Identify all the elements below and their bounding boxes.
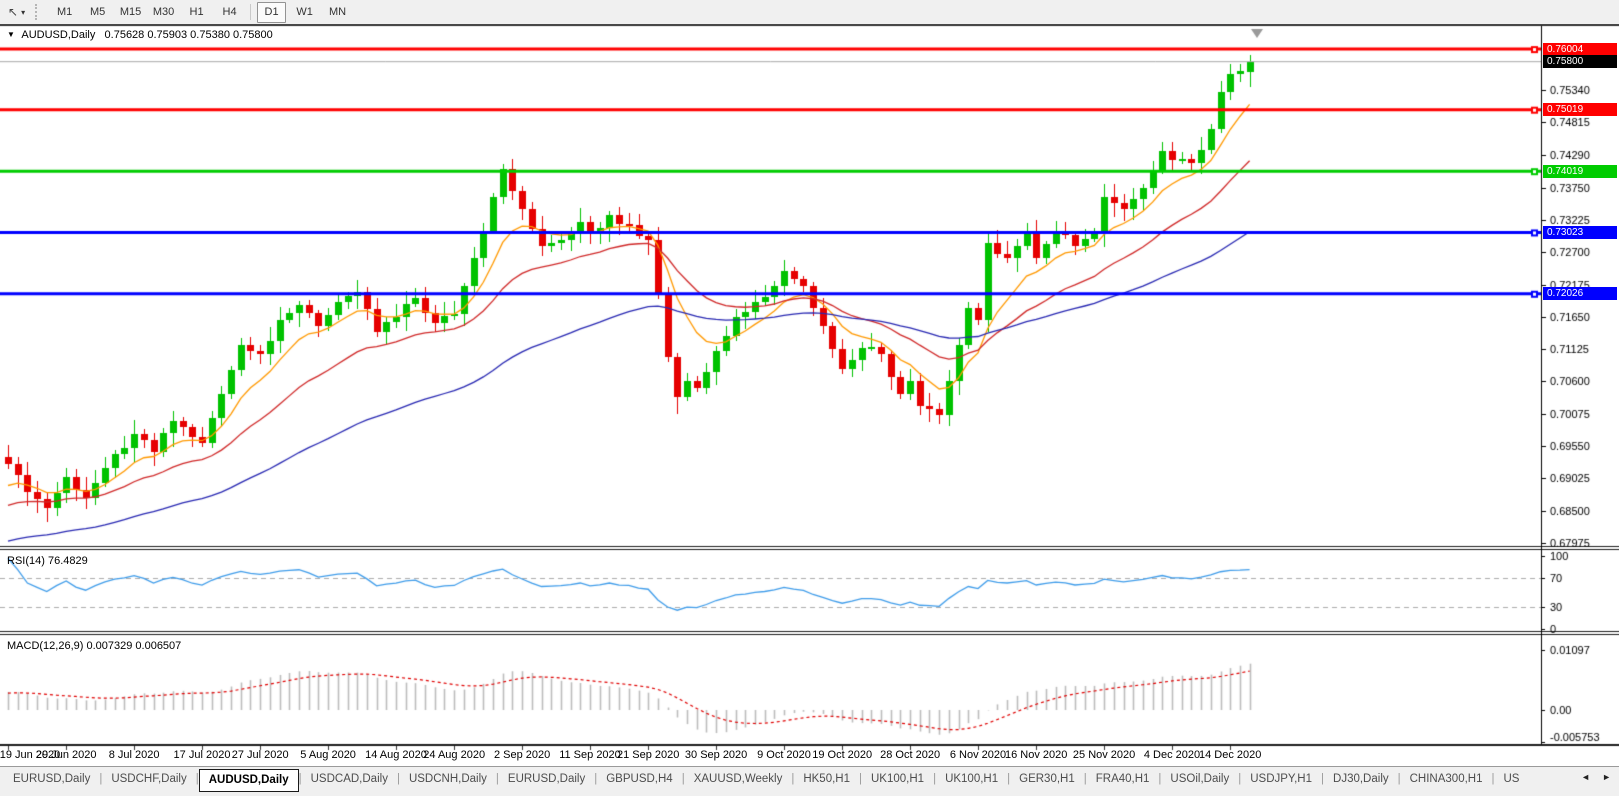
tab-audusd-daily[interactable]: AUDUSD,Daily xyxy=(198,769,299,792)
tab-divider: | xyxy=(495,773,499,785)
date-label: 19 Jun 2020 xyxy=(0,749,61,761)
tab-divider: | xyxy=(1491,773,1495,785)
price-badge-0.73023: 0.73023 xyxy=(1543,225,1617,239)
tab-scroll-buttons: ◄ ► xyxy=(1581,772,1611,782)
chart-title: ▼ AUDUSD,Daily 0.75628 0.75903 0.75380 0… xyxy=(7,29,273,41)
toolbar-drag-handle[interactable] xyxy=(35,4,40,20)
cursor-tool-button[interactable]: ↖ ▾ xyxy=(2,2,31,22)
macd-label: MACD(12,26,9) 0.007329 0.006507 xyxy=(7,640,182,652)
tab-usdcnh-daily[interactable]: USDCNH,Daily xyxy=(408,773,487,785)
timeframe-button-d1[interactable]: D1 xyxy=(257,1,287,23)
tab-xauusd-weekly[interactable]: XAUUSD,Weekly xyxy=(693,773,783,785)
tab-us[interactable]: US xyxy=(1503,773,1520,785)
timeframe-button-h4[interactable]: H4 xyxy=(222,5,237,18)
timeframe-button-m5[interactable]: M5 xyxy=(89,5,106,18)
tab-divider: | xyxy=(1158,773,1162,785)
tab-hk50-h1[interactable]: HK50,H1 xyxy=(803,773,850,785)
timeframe-button-m15[interactable]: M15 xyxy=(119,5,142,18)
tab-divider: | xyxy=(1083,773,1087,785)
date-label: 14 Aug 2020 xyxy=(365,749,427,761)
tab-divider: | xyxy=(681,773,685,785)
tab-divider: | xyxy=(594,773,598,785)
tab-divider: | xyxy=(933,773,937,785)
date-label: 8 Jul 2020 xyxy=(108,749,160,761)
price-badge-0.75800: 0.75800 xyxy=(1543,55,1617,69)
tab-eurusd-daily[interactable]: EURUSD,Daily xyxy=(507,773,586,785)
toolbar-separator xyxy=(250,4,252,20)
tab-divider: | xyxy=(298,773,302,785)
date-label: 29 Jun 2020 xyxy=(35,749,97,761)
toolbar: ↖ ▾ M1 M5 M15 M30 H1 H4 D1 W1 MN xyxy=(0,0,1619,24)
tab-scroll-left-icon[interactable]: ◄ xyxy=(1581,772,1591,782)
timeframe-button-h1[interactable]: H1 xyxy=(189,5,204,18)
tab-china300-h1[interactable]: CHINA300,H1 xyxy=(1409,773,1483,785)
price-badge-0.74019: 0.74019 xyxy=(1543,164,1617,178)
tab-uk100-h1[interactable]: UK100,H1 xyxy=(871,773,925,785)
price-badge-0.72026: 0.72026 xyxy=(1543,287,1617,301)
date-label: 17 Jul 2020 xyxy=(173,749,231,761)
timeframe-button-m30[interactable]: M30 xyxy=(152,5,175,18)
tab-divider: | xyxy=(195,773,199,785)
ohlc-values: 0.75628 0.75903 0.75380 0.75800 xyxy=(104,29,273,41)
tab-usoil-daily[interactable]: USOil,Daily xyxy=(1170,773,1230,785)
date-label: 11 Sep 2020 xyxy=(559,749,621,761)
tab-divider: | xyxy=(1007,773,1011,785)
date-label: 30 Sep 2020 xyxy=(684,749,748,761)
chevron-down-icon: ▾ xyxy=(21,7,26,17)
tab-uk100-h1[interactable]: UK100,H1 xyxy=(945,773,999,785)
date-label: 19 Oct 2020 xyxy=(812,749,873,761)
tab-divider: | xyxy=(859,773,862,785)
date-label: 24 Aug 2020 xyxy=(423,749,486,761)
tab-divider: | xyxy=(396,773,400,785)
price-badge-0.75019: 0.75019 xyxy=(1543,103,1617,117)
tab-dj30-daily[interactable]: DJ30,Daily xyxy=(1333,773,1389,785)
rsi-label: RSI(14) 76.4829 xyxy=(7,555,88,567)
tab-gbpusd-h4[interactable]: GBPUSD,H4 xyxy=(606,773,673,785)
collapse-triangle-icon: ▼ xyxy=(7,30,15,39)
date-label: 9 Oct 2020 xyxy=(757,749,811,761)
date-label: 21 Sep 2020 xyxy=(616,749,680,761)
symbol-timeframe-label: AUDUSD,Daily xyxy=(21,29,96,41)
chart-tab-bar: EURUSD,Daily | USDCHF,Daily | AUDUSD,Dai… xyxy=(0,766,1619,796)
timeframe-buttons: M1 M5 M15 M30 H1 H4 D1 W1 MN xyxy=(48,1,354,23)
date-label: 14 Dec 2020 xyxy=(1198,749,1262,761)
cursor-arrow-icon: ↖ xyxy=(8,5,19,19)
timeframe-button-w1[interactable]: W1 xyxy=(296,5,313,18)
tab-divider: | xyxy=(1321,773,1325,785)
date-label: 16 Nov 2020 xyxy=(1004,749,1068,761)
tab-ger30-h1[interactable]: GER30,H1 xyxy=(1019,773,1075,785)
timeframe-button-mn[interactable]: MN xyxy=(329,5,347,18)
price-badge-0.76004: 0.76004 xyxy=(1543,42,1617,56)
tab-usdcad-daily[interactable]: USDCAD,Daily xyxy=(310,773,388,785)
tab-usdjpy-h1[interactable]: USDJPY,H1 xyxy=(1250,773,1313,785)
date-label: 6 Nov 2020 xyxy=(949,749,1007,761)
tab-scroll-right-icon[interactable]: ► xyxy=(1602,772,1611,782)
date-label: 25 Nov 2020 xyxy=(1072,749,1136,761)
tab-divider: | xyxy=(1397,773,1401,785)
tab-divider: | xyxy=(791,773,795,785)
date-label: 2 Sep 2020 xyxy=(493,749,551,761)
date-label: 5 Aug 2020 xyxy=(300,749,356,761)
date-label: 28 Oct 2020 xyxy=(880,749,941,761)
date-label: 27 Jul 2020 xyxy=(231,749,289,761)
tab-divider: | xyxy=(1238,773,1242,785)
tab-eurusd-daily[interactable]: EURUSD,Daily xyxy=(13,773,91,785)
tab-fra40-h1[interactable]: FRA40,H1 xyxy=(1095,773,1150,785)
timeframe-button-m1[interactable]: M1 xyxy=(56,5,73,18)
tab-divider: | xyxy=(99,773,103,785)
date-label: 4 Dec 2020 xyxy=(1143,749,1201,761)
tab-usdchf-daily[interactable]: USDCHF,Daily xyxy=(111,773,187,785)
